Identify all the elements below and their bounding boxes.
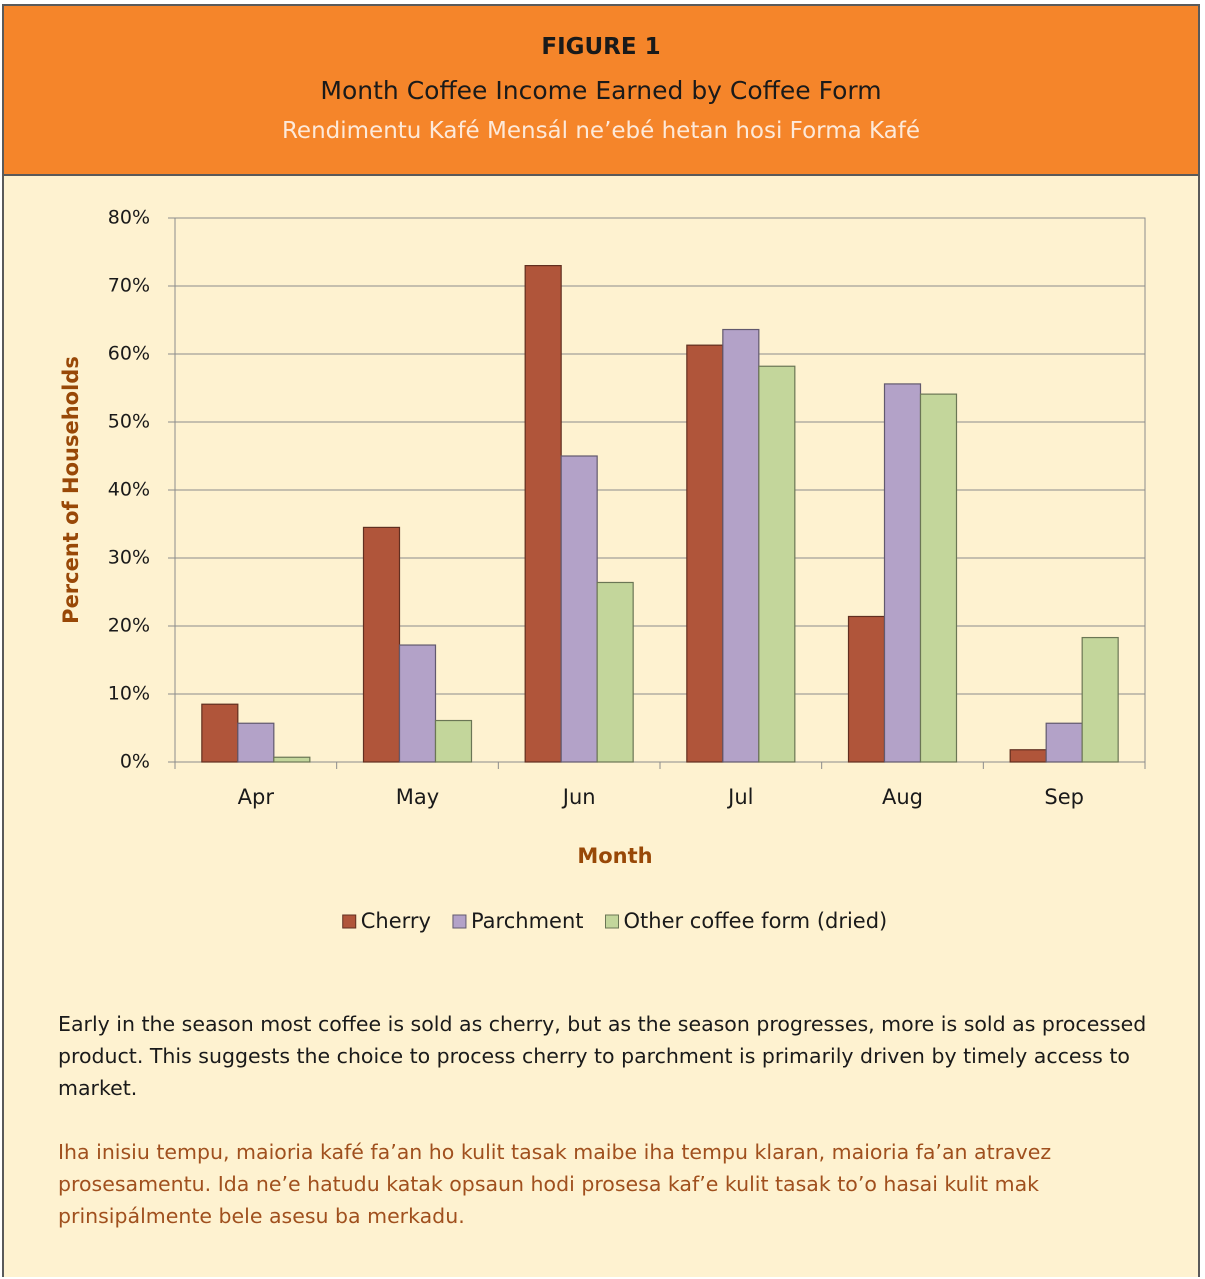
legend-swatch: [452, 914, 467, 929]
bar: [883, 383, 922, 763]
paragraph-tetum: Iha inisiu tempu, maioria kafé fa’an ho …: [58, 1140, 1052, 1228]
header: FIGURE 1 Month Coffee Income Earned by C…: [4, 6, 1198, 176]
x-tick-label: Sep: [1044, 785, 1084, 809]
y-axis-title: Percent of Households: [59, 356, 83, 624]
bar: [847, 615, 886, 763]
y-tick-label: 50%: [108, 411, 150, 433]
y-tick-label: 30%: [108, 547, 150, 569]
legend-label: Other coffee form (dried): [624, 909, 888, 933]
bar: [758, 365, 796, 763]
bar: [362, 526, 401, 763]
bar: [1081, 636, 1119, 763]
x-axis-title: Month: [577, 844, 652, 868]
figure-title: FIGURE 1: [541, 34, 661, 60]
y-tick-label: 60%: [108, 343, 150, 365]
y-tick-label: 0%: [120, 751, 150, 773]
paragraph-english: Early in the season most coffee is sold …: [58, 1012, 1147, 1100]
bar: [237, 722, 275, 763]
legend-label: Cherry: [361, 909, 431, 933]
bar: [273, 756, 311, 763]
chart-subtitle: Month Coffee Income Earned by Coffee For…: [320, 76, 882, 105]
bar: [686, 344, 724, 763]
bar: [434, 719, 473, 763]
chart-subtitle-tetum: Rendimentu Kafé Mensál ne’ebé hetan hosi…: [281, 118, 921, 144]
legend-label: Parchment: [471, 909, 584, 933]
bar: [1045, 722, 1083, 763]
y-tick-label: 10%: [108, 683, 150, 705]
bar: [722, 328, 760, 763]
legend-swatch: [605, 914, 619, 929]
bar: [201, 703, 239, 763]
y-tick-label: 40%: [108, 479, 150, 501]
bar: [560, 455, 598, 763]
bar: [919, 393, 958, 763]
x-tick-label: Jun: [561, 785, 596, 809]
bar: [524, 265, 562, 763]
x-tick-label: May: [396, 785, 439, 809]
chart: Month Percent of Households 0% 10% 20% 30% 4…: [59, 207, 1146, 933]
y-tick-label: 20%: [108, 615, 150, 637]
y-tick-label: 80%: [108, 207, 150, 229]
bar: [398, 644, 437, 763]
bar: [596, 581, 634, 763]
x-tick-label: Aug: [882, 785, 923, 809]
x-tick-label: Apr: [238, 785, 275, 809]
legend-swatch: [342, 914, 357, 929]
x-tick-label: Jul: [726, 785, 753, 809]
y-tick-label: 70%: [108, 275, 150, 297]
bar: [1009, 749, 1047, 763]
